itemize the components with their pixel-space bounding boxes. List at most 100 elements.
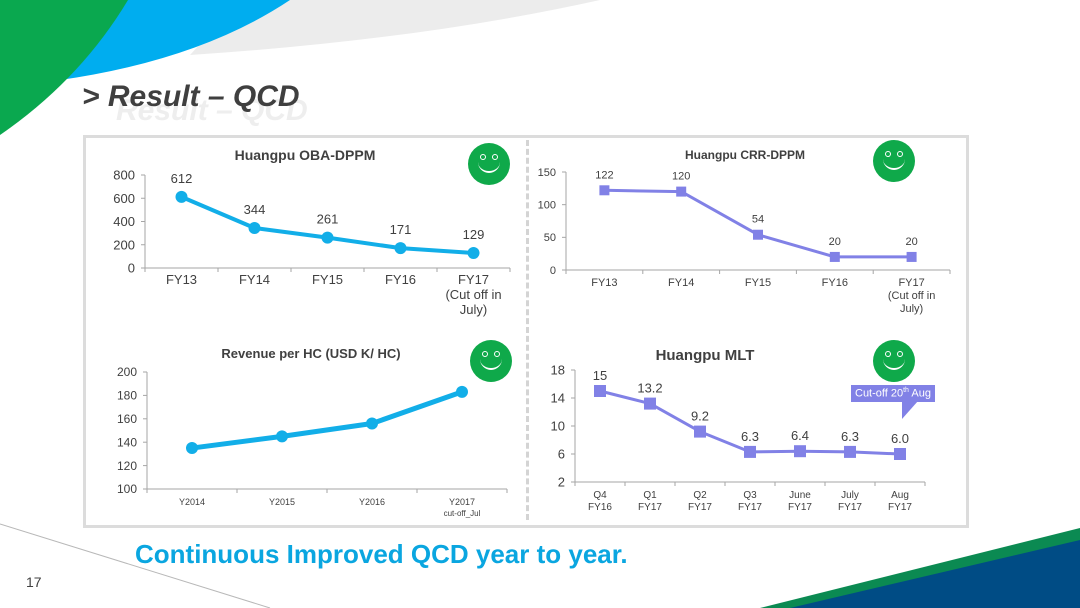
smiley-face-icon	[873, 140, 915, 182]
data-label: 6.3	[841, 429, 859, 444]
y-tick-label: 200	[113, 237, 135, 252]
x-tick-label: Q1	[643, 490, 657, 501]
conclusion-text: Continuous Improved QCD year to year.	[135, 539, 628, 569]
chart-crr-dppm: Huangpu CRR-DPPM 0 50 100 150 FY13 FY14 FY15 FY1…	[538, 148, 951, 315]
cutoff-callout: Cut-off 20th Aug	[851, 385, 935, 402]
data-point	[175, 190, 188, 203]
y-tick-label: 50	[544, 232, 556, 244]
smiley-face-icon	[873, 340, 915, 382]
callout-pointer	[902, 401, 918, 419]
chart-title: Revenue per HC (USD K/ HC)	[221, 346, 400, 361]
data-label: 20	[829, 236, 841, 248]
x-tick-label: FY17	[688, 502, 712, 513]
data-point	[594, 385, 606, 397]
data-point	[186, 442, 198, 455]
x-tick-label: FY17	[898, 277, 924, 289]
data-point	[894, 448, 906, 460]
y-tick-label: 100	[538, 200, 556, 212]
y-tick-label: 0	[128, 261, 135, 276]
x-tick-label: FY13	[591, 277, 617, 289]
x-tick-label: July	[841, 490, 859, 501]
title-shadow: Result – QCD	[116, 94, 308, 127]
data-point	[321, 231, 334, 244]
data-label: 20	[905, 236, 917, 248]
y-tick-label: 140	[117, 435, 137, 449]
x-tick-label: FY15	[745, 277, 771, 289]
data-point	[744, 445, 756, 458]
data-label: 261	[317, 212, 339, 227]
x-tick-label: June	[789, 490, 811, 501]
chart-title: Huangpu CRR-DPPM	[685, 148, 805, 162]
data-label: 6.0	[891, 431, 909, 446]
y-tick-label: 600	[113, 191, 135, 206]
x-tick-label: Q3	[743, 490, 757, 501]
panel-divider	[526, 140, 529, 520]
data-point	[248, 222, 261, 235]
data-point	[906, 251, 917, 262]
data-point	[394, 242, 407, 255]
x-tick-label: cut-off_Jul	[444, 509, 481, 518]
data-point	[676, 186, 687, 197]
x-tick-label: (Cut off in	[445, 287, 501, 302]
y-tick-label: 120	[117, 459, 137, 473]
x-tick-label: FY17	[838, 502, 862, 513]
y-tick-label: 6	[558, 447, 565, 462]
x-tick-label: FY16	[588, 502, 612, 513]
data-point	[844, 445, 856, 458]
chart-revenue-per-hc: Revenue per HC (USD K/ HC) 100 120 140 160 18…	[117, 346, 508, 518]
smiley-face-icon	[470, 340, 512, 382]
y-tick-label: 2	[558, 475, 565, 490]
y-tick-label: 18	[551, 363, 565, 378]
chart-mlt: Huangpu MLT26101418Q4FY16Q1FY17Q2FY17Q3F…	[551, 347, 926, 513]
y-tick-label: 200	[117, 365, 137, 379]
x-tick-label: Y2017	[449, 497, 475, 507]
series-line	[191, 389, 463, 451]
data-label: 612	[171, 171, 193, 186]
slide-title: > Result – QCD	[82, 80, 300, 113]
y-tick-label: 0	[550, 265, 556, 277]
x-tick-label: FY17	[738, 502, 762, 513]
x-tick-label: (Cut off in	[888, 290, 936, 302]
data-point	[276, 430, 288, 443]
data-label: 171	[390, 222, 412, 237]
data-point	[467, 247, 480, 260]
data-label: 120	[672, 171, 690, 183]
data-point	[456, 385, 468, 398]
chart-title: Huangpu OBA-DPPM	[235, 147, 376, 163]
data-point	[694, 425, 706, 438]
data-point	[644, 397, 656, 410]
x-tick-label: FY13	[166, 272, 197, 287]
data-label: 15	[593, 368, 607, 383]
x-tick-label: FY17	[638, 502, 662, 513]
chart-oba-dppm: Huangpu OBA-DPPM 0 200 400 600 800 FY13 FY14 FY1…	[113, 147, 511, 317]
data-label: 9.2	[691, 409, 709, 424]
x-tick-label: FY16	[822, 277, 848, 289]
y-tick-label: 180	[117, 389, 137, 403]
navy-band	[790, 540, 1080, 608]
bottom-left-rule	[0, 523, 271, 608]
callout-suffix: Aug	[908, 387, 931, 400]
callout-sup: th	[903, 387, 909, 394]
y-tick-label: 160	[117, 412, 137, 426]
y-tick-label: 800	[113, 168, 135, 183]
y-tick-label: 150	[538, 167, 556, 179]
y-tick-label: 400	[113, 214, 135, 229]
x-tick-label: July)	[460, 302, 487, 317]
x-tick-label: July)	[900, 303, 923, 315]
x-tick-label: Y2015	[269, 497, 295, 507]
green-swoosh	[0, 0, 128, 135]
smiley-face-icon	[468, 143, 510, 185]
data-label: 6.4	[791, 428, 809, 443]
x-tick-label: FY14	[239, 272, 270, 287]
data-point	[753, 229, 763, 240]
y-tick-label: 10	[551, 419, 565, 434]
gray-swoosh	[190, 0, 600, 55]
data-label: 129	[463, 227, 485, 242]
x-tick-label: FY16	[385, 272, 416, 287]
x-tick-label: Q2	[693, 490, 707, 501]
data-label: 13.2	[637, 381, 662, 396]
data-point	[829, 251, 840, 262]
data-point	[794, 445, 806, 458]
data-point	[599, 185, 610, 196]
